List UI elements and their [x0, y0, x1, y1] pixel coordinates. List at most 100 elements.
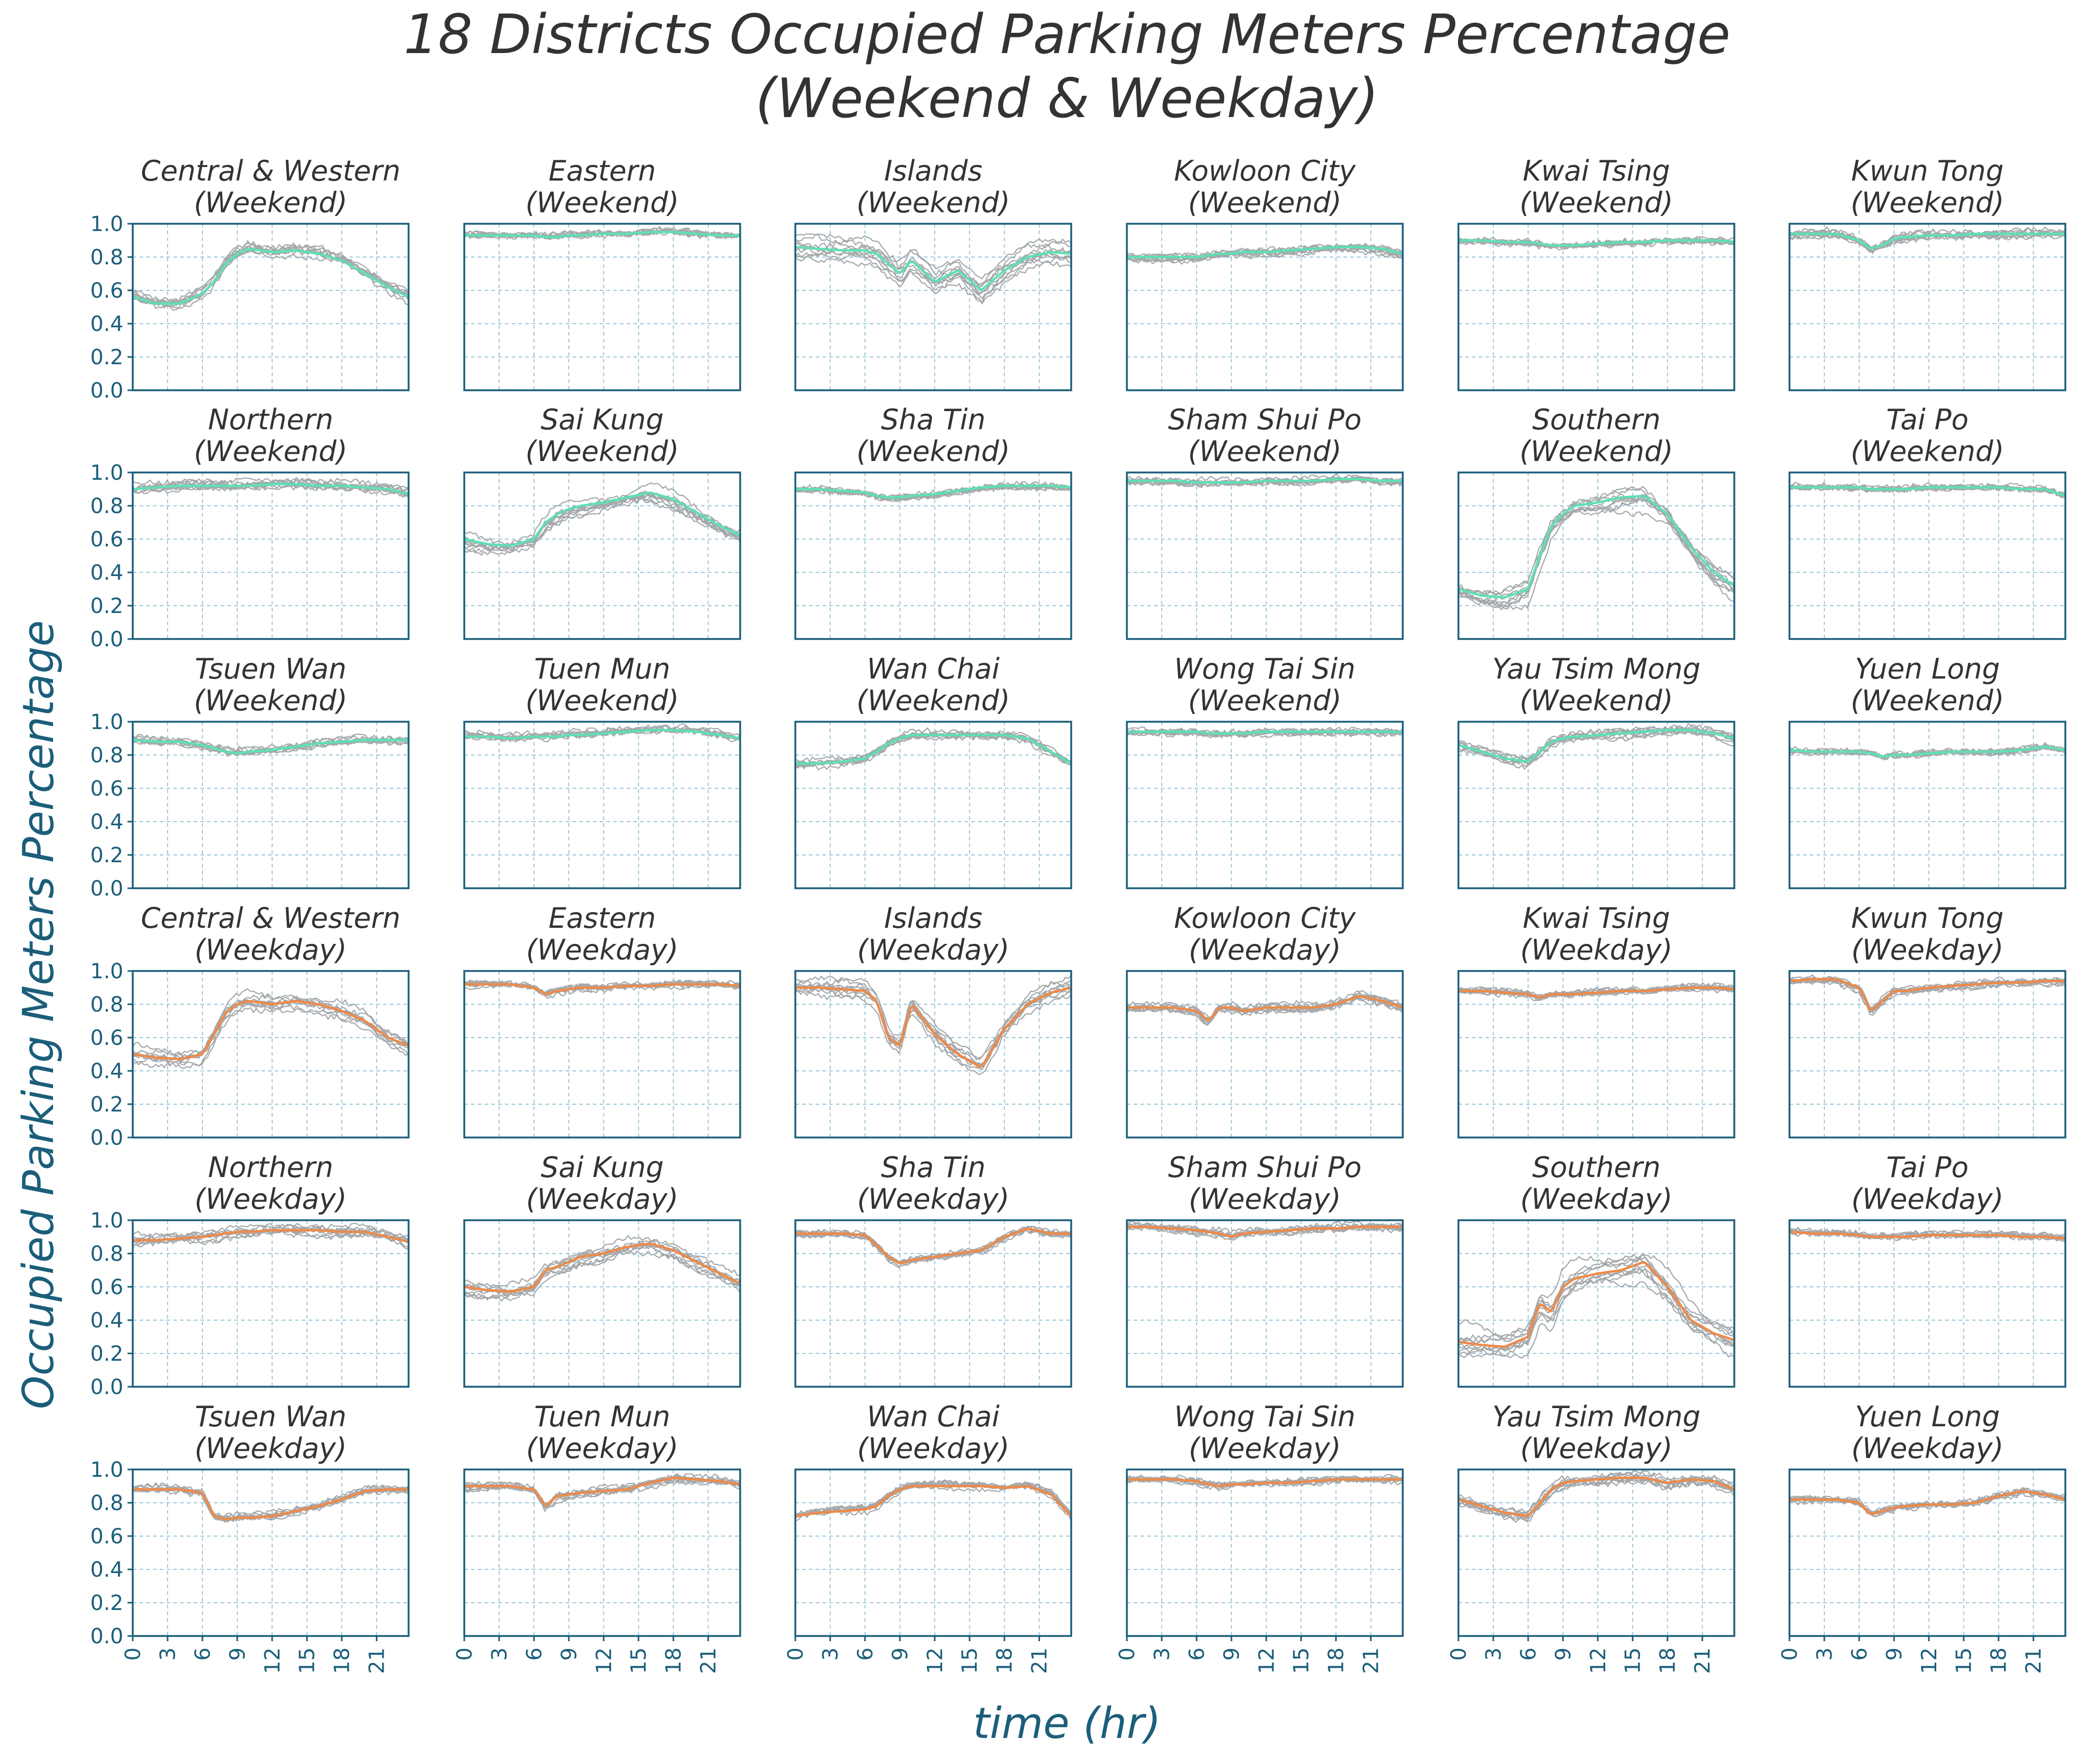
y-tick-label: 0.2 [90, 843, 123, 867]
x-tick-label: 15 [627, 1647, 651, 1674]
panel-frame [132, 1219, 410, 1388]
x-tick-label: 21 [1691, 1647, 1715, 1674]
panel-title-period: (Weekday) [1189, 1183, 1341, 1216]
panel-title-period: (Weekend) [526, 186, 679, 219]
panel-title-district: Northern [208, 1151, 334, 1184]
panel-title-district: Wong Tai Sin [1174, 653, 1355, 685]
mean-line [132, 248, 409, 305]
panel-title-district: Sham Shui Po [1168, 1151, 1362, 1184]
panel-title-period: (Weekday) [1851, 1183, 2004, 1216]
y-tick-label: 0.0 [90, 628, 123, 651]
panel: Wan Chai(Weekend) [794, 653, 1072, 889]
x-tick-label: 6 [523, 1647, 547, 1660]
x-tick-label: 12 [1586, 1647, 1610, 1674]
panel-title-district: Tsuen Wan [195, 1400, 346, 1433]
daily-trace [1458, 506, 1735, 610]
daily-trace [795, 975, 1072, 1067]
panel-title-period: (Weekend) [857, 684, 1010, 717]
daily-trace [1126, 726, 1403, 736]
x-tick-label: 0 [121, 1647, 145, 1660]
daily-trace [1789, 226, 2066, 249]
mean-line [1127, 246, 1403, 259]
panel-title-period: (Weekend) [1520, 186, 1673, 219]
x-axis-label: time (hr) [973, 1699, 1161, 1748]
x-tick-label: 18 [1656, 1647, 1680, 1674]
daily-trace [464, 492, 741, 549]
panel-title-district: Wong Tai Sin [1174, 1400, 1355, 1433]
panel-frame [132, 471, 410, 640]
daily-trace [1458, 1254, 1735, 1342]
panel: Sha Tin(Weekday) [794, 1151, 1072, 1388]
y-tick-label: 0.0 [90, 877, 123, 901]
panel: Sham Shui Po(Weekday) [1126, 1151, 1404, 1388]
daily-trace [795, 985, 1072, 1065]
x-tick-label: 12 [923, 1647, 947, 1674]
daily-trace [464, 1473, 741, 1505]
panel-frame [463, 721, 741, 889]
daily-trace [1458, 1479, 1735, 1523]
daily-trace [1126, 730, 1403, 738]
panel-title-district: Yau Tsim Mong [1492, 1400, 1700, 1433]
panel-title-district: Kwai Tsing [1522, 155, 1670, 187]
figure-title-line1: 18 Districts Occupied Parking Meters Per… [403, 3, 1730, 66]
y-tick-label: 0.4 [90, 810, 123, 834]
panel: Wong Tai Sin(Weekend) [1126, 653, 1404, 889]
panel-title-district: Sai Kung [541, 1151, 664, 1184]
y-tick-label: 0.8 [90, 246, 123, 270]
daily-trace [1126, 1220, 1403, 1235]
panel: Kwai Tsing(Weekend) [1457, 155, 1735, 391]
panel-frame [794, 471, 1072, 640]
panel-title-period: (Weekend) [1520, 435, 1673, 468]
panel-title-period: (Weekday) [1189, 1432, 1341, 1465]
daily-trace [132, 477, 409, 494]
mean-line [795, 986, 1072, 1068]
mean-line [132, 1000, 409, 1060]
panel-title-district: Sai Kung [541, 403, 664, 436]
x-tick-label: 21 [1028, 1647, 1052, 1674]
daily-trace [1126, 1475, 1403, 1487]
panel: Yau Tsim Mong(Weekday) 0 3 6 9 12 15 18 21 [1447, 1400, 1735, 1674]
panel-frame [1457, 223, 1735, 391]
panel-title-period: (Weekday) [1851, 1432, 2004, 1465]
y-tick-label: 0.0 [90, 379, 123, 403]
y-tick-label: 0.6 [90, 777, 123, 801]
x-tick-label: 6 [191, 1647, 215, 1660]
panel: Tsuen Wan(Weekday) 0.0 0.2 0.4 0.6 0.8 1.0 0 3 6 9… [90, 1400, 410, 1674]
y-tick-label: 0.8 [90, 744, 123, 768]
daily-trace [1458, 1267, 1735, 1359]
panel-title-period: (Weekday) [1851, 934, 2004, 966]
mean-line [1789, 1231, 2066, 1240]
daily-trace [1789, 229, 2066, 251]
daily-trace [1458, 1276, 1735, 1359]
panel-frame [794, 1219, 1072, 1388]
x-tick-label: 9 [1552, 1647, 1576, 1660]
y-tick-label: 1.0 [90, 212, 123, 236]
panel-title-district: Tuen Mun [534, 1400, 670, 1433]
daily-trace [464, 1244, 741, 1302]
panel-title-district: Central & Western [141, 902, 401, 935]
panel-title-district: Eastern [549, 155, 656, 187]
x-tick-label: 12 [1255, 1647, 1279, 1674]
panel-title-district: Kowloon City [1174, 155, 1356, 187]
panel: Eastern(Weekday) [463, 902, 741, 1139]
daily-trace [464, 1249, 741, 1297]
panel: Kowloon City(Weekend) [1126, 155, 1404, 391]
panel-frame [1788, 471, 2066, 640]
panel-title-period: (Weekday) [1189, 934, 1341, 966]
panel: Southern(Weekday) [1457, 1151, 1735, 1388]
panel-frame [132, 1468, 410, 1637]
daily-trace [132, 1001, 409, 1069]
x-tick-label: 9 [1220, 1647, 1244, 1660]
y-tick-label: 1.0 [90, 1458, 123, 1482]
panel-title-period: (Weekend) [1188, 186, 1342, 219]
x-tick-label: 15 [958, 1647, 982, 1674]
panel-title-period: (Weekend) [1851, 186, 2004, 219]
panel-frame [463, 1468, 741, 1637]
panel-title-district: Islands [884, 902, 983, 935]
panel-title-period: (Weekend) [194, 186, 348, 219]
mean-line [1458, 1261, 1735, 1348]
panel-title-period: (Weekday) [857, 1183, 1010, 1216]
mean-line [795, 1485, 1072, 1517]
y-tick-label: 0.6 [90, 279, 123, 303]
